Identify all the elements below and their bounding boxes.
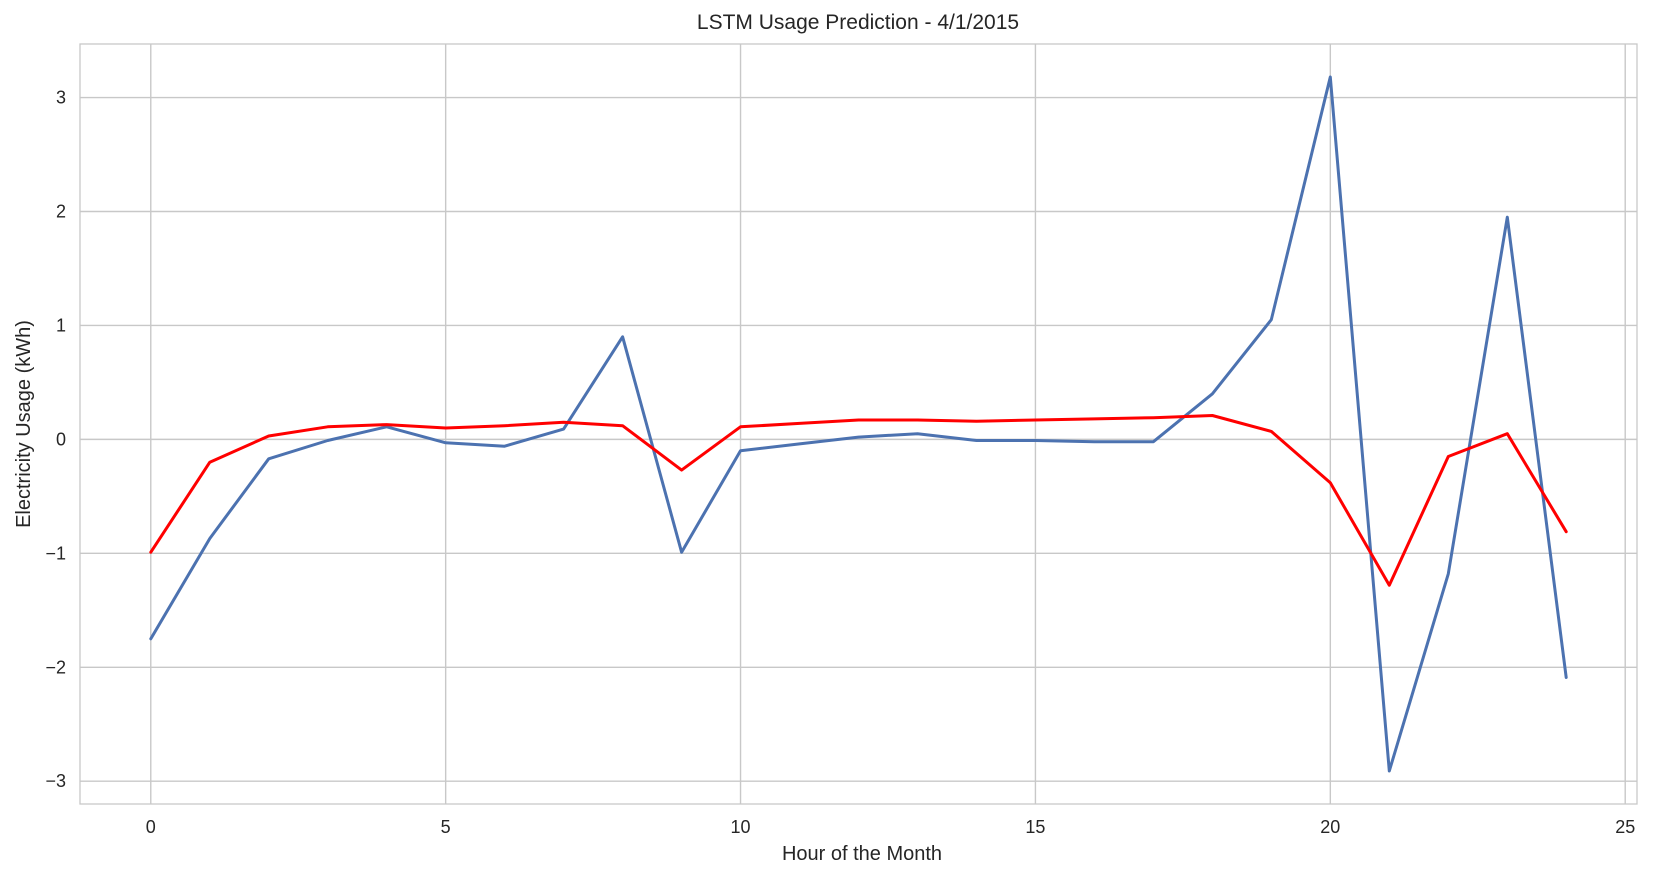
y-tick-label: 1: [56, 315, 66, 335]
y-tick-label: 3: [56, 88, 66, 108]
chart-title: LSTM Usage Prediction - 4/1/2015: [697, 11, 1019, 34]
y-tick-label: 2: [56, 201, 66, 221]
y-tick-label: 0: [56, 429, 66, 449]
y-axis-label: Electricity Usage (kWh): [13, 320, 35, 528]
series-line-2: [149, 414, 1568, 587]
x-tick-label: 20: [1320, 817, 1340, 837]
series-line-1: [149, 75, 1568, 773]
x-tick-label: 10: [731, 817, 751, 837]
x-axis-label: Hour of the Month: [782, 843, 942, 865]
x-tick-label: 25: [1615, 817, 1635, 837]
plot-background: [79, 43, 1638, 805]
y-tick-label: −2: [45, 657, 66, 677]
x-tick-label: 5: [441, 817, 451, 837]
y-tick-label: −1: [45, 543, 66, 563]
grid-lines: [80, 44, 1637, 804]
x-tick-label: 15: [1025, 817, 1045, 837]
x-tick-label: 0: [146, 817, 156, 837]
y-tick-label: −3: [45, 771, 66, 791]
series-layer: [149, 75, 1568, 773]
